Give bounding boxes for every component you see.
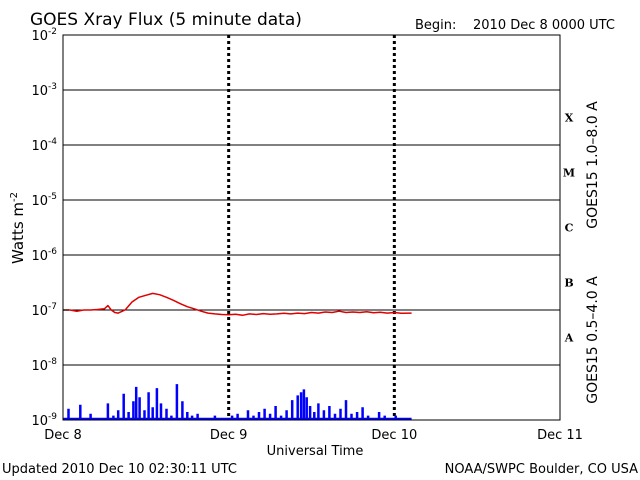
y-axis-ticks: 10-9 10-8 10-7 10-6 10-5 10-4 10-3 10-2 — [31, 27, 560, 429]
flare-class-a: A — [564, 332, 574, 345]
begin-value: 2010 Dec 8 0000 UTC — [473, 18, 615, 33]
flare-class-m: M — [563, 167, 575, 180]
y-tick-7: 10-2 — [31, 27, 560, 44]
begin-label: Begin: — [415, 18, 456, 33]
y-tick-2: 10-7 — [31, 302, 560, 319]
chart-title: GOES Xray Flux (5 minute data) — [30, 10, 302, 30]
y-tick-label-3: 10-6 — [31, 247, 57, 264]
series-1-bars — [63, 384, 412, 421]
legend-series-1: GOES15 0.5–4.0 A — [585, 276, 601, 404]
flare-class-labels: A B C M X — [563, 112, 575, 345]
credit-text: NOAA/SWPC Boulder, CO USA — [445, 462, 638, 477]
y-tick-6: 10-3 — [31, 82, 560, 99]
x-axis-label: Universal Time — [267, 444, 364, 459]
x-tick-label-0: Dec 8 — [44, 428, 82, 443]
plot-frame — [62, 34, 561, 421]
y-tick-label-2: 10-7 — [31, 302, 57, 319]
x-tick-label-1: Dec 9 — [210, 428, 248, 443]
y-tick-label-0: 10-9 — [31, 412, 57, 429]
legend-series-0: GOES15 1.0–8.0 A — [585, 101, 601, 229]
flare-class-c: C — [565, 222, 574, 235]
x-axis-ticks: Dec 8 Dec 9 Dec 10 Dec 11 — [44, 428, 583, 443]
y-tick-label-5: 10-4 — [31, 137, 57, 154]
flare-class-x: X — [565, 112, 574, 125]
y-tick-5: 10-4 — [31, 137, 560, 154]
y-tick-label-6: 10-3 — [31, 82, 57, 99]
y-tick-label-7: 10-2 — [31, 27, 57, 44]
y-tick-3: 10-6 — [31, 247, 560, 264]
y-axis-label: Watts m-2 — [9, 192, 27, 264]
grid-lines — [63, 35, 560, 420]
updated-timestamp: Updated 2010 Dec 10 02:30:11 UTC — [2, 462, 237, 477]
series-group — [63, 292, 412, 421]
y-tick-0: 10-9 — [31, 412, 560, 429]
series-0-line — [63, 292, 412, 317]
y-tick-4: 10-5 — [31, 192, 560, 209]
x-tick-label-2: Dec 10 — [371, 428, 417, 443]
y-tick-label-4: 10-5 — [31, 192, 57, 209]
y-tick-1: 10-8 — [31, 357, 560, 374]
y-tick-label-1: 10-8 — [31, 357, 57, 374]
flare-class-b: B — [564, 277, 573, 290]
x-tick-label-3: Dec 11 — [537, 428, 583, 443]
